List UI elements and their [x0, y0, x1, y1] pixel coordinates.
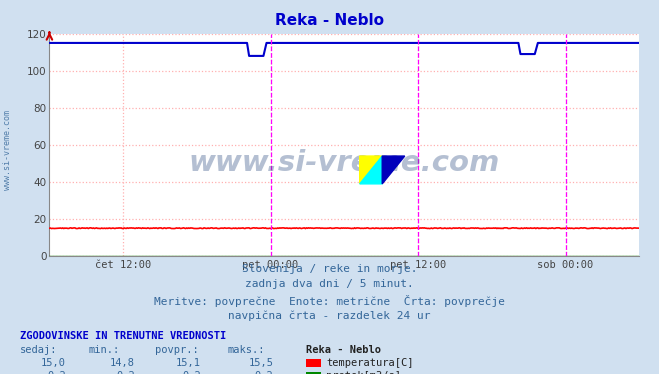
Text: 0,2: 0,2: [255, 371, 273, 374]
Text: Slovenija / reke in morje.: Slovenija / reke in morje.: [242, 264, 417, 274]
Text: maks.:: maks.:: [227, 345, 265, 355]
Text: Reka - Neblo: Reka - Neblo: [275, 13, 384, 28]
Text: navpična črta - razdelek 24 ur: navpična črta - razdelek 24 ur: [228, 311, 431, 321]
Polygon shape: [382, 156, 405, 184]
Text: 0,2: 0,2: [117, 371, 135, 374]
Text: min.:: min.:: [89, 345, 120, 355]
Text: 15,0: 15,0: [41, 358, 66, 368]
Text: pretok[m3/s]: pretok[m3/s]: [326, 371, 401, 374]
Text: ZGODOVINSKE IN TRENUTNE VREDNOSTI: ZGODOVINSKE IN TRENUTNE VREDNOSTI: [20, 331, 226, 341]
Text: 14,8: 14,8: [110, 358, 135, 368]
Text: 15,1: 15,1: [176, 358, 201, 368]
Text: 0,2: 0,2: [47, 371, 66, 374]
Polygon shape: [360, 156, 382, 184]
Text: Reka - Neblo: Reka - Neblo: [306, 345, 382, 355]
Text: 15,5: 15,5: [248, 358, 273, 368]
Text: povpr.:: povpr.:: [155, 345, 198, 355]
Text: sedaj:: sedaj:: [20, 345, 57, 355]
Text: temperatura[C]: temperatura[C]: [326, 358, 414, 368]
Text: www.si-vreme.com: www.si-vreme.com: [3, 110, 13, 190]
Text: 0,2: 0,2: [183, 371, 201, 374]
Text: zadnja dva dni / 5 minut.: zadnja dva dni / 5 minut.: [245, 279, 414, 289]
Text: Meritve: povprečne  Enote: metrične  Črta: povprečje: Meritve: povprečne Enote: metrične Črta:…: [154, 295, 505, 307]
Text: www.si-vreme.com: www.si-vreme.com: [188, 149, 500, 177]
Polygon shape: [360, 156, 382, 184]
